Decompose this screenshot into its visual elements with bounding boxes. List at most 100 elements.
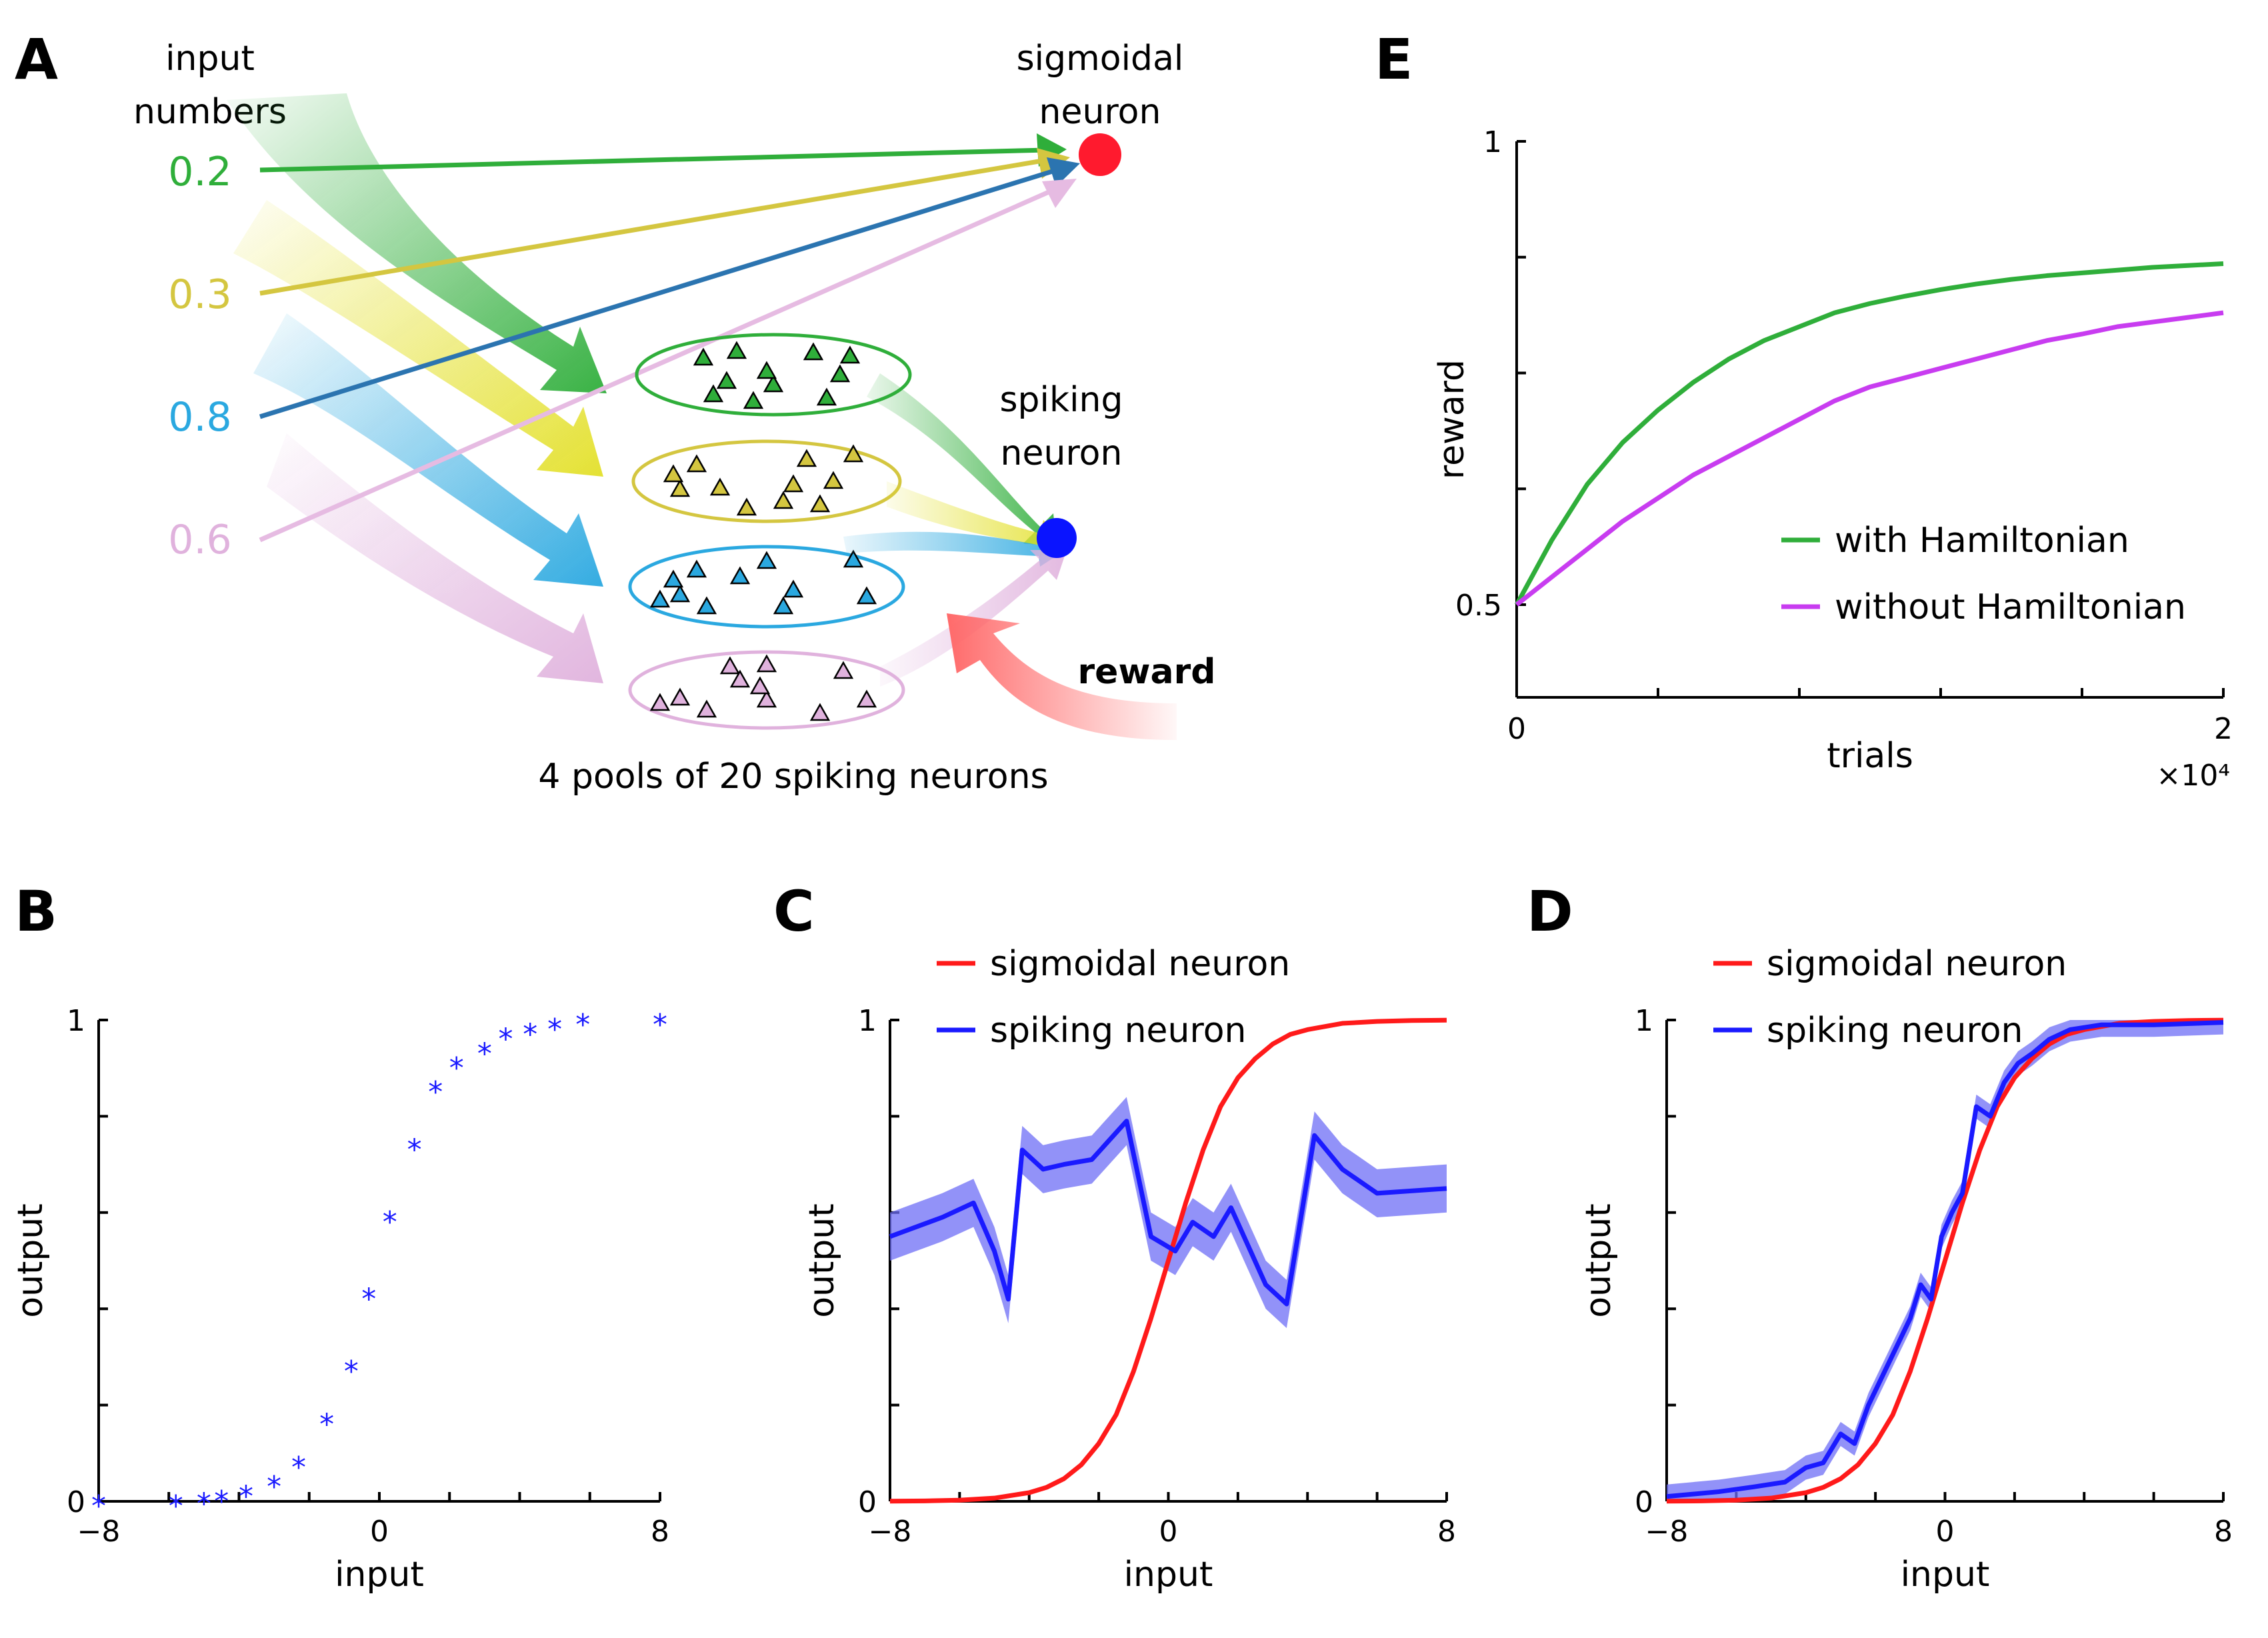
x-axis-label: input — [335, 1555, 424, 1595]
pool-neuron-icon — [823, 471, 844, 489]
pool-neuron-icon — [669, 687, 691, 706]
chart-e: 0.5 1 0 2 ×10⁴ trials reward with Hamiltonian wi… — [1432, 125, 2233, 793]
series-band — [890, 1097, 1447, 1329]
pool-neuron-icon — [729, 566, 751, 585]
legend-label: sigmoidal neuron — [1767, 944, 2067, 984]
y-tick-label: 1 — [67, 1004, 85, 1038]
input-value-0: 0.2 — [168, 149, 231, 195]
series-line — [1666, 1017, 2224, 1504]
x-axis-label: trials — [1827, 736, 1913, 776]
series-line — [1666, 1020, 2224, 1499]
data-point: * — [319, 1407, 334, 1441]
y-tick-label: 0 — [858, 1485, 877, 1519]
data-point: * — [449, 1051, 464, 1085]
pool-neuron-icon — [729, 669, 751, 688]
pool-neuron-icon — [709, 477, 731, 496]
input-to-sigmoid-arrows — [259, 133, 1080, 543]
pool-neuron-icon — [743, 391, 764, 409]
y-tick-label: 1 — [1483, 125, 1502, 159]
data-point: * — [477, 1037, 492, 1071]
legend-label: spiking neuron — [1767, 1011, 2023, 1051]
pool-neuron-icon — [783, 579, 804, 598]
pool-neuron-icon — [773, 491, 794, 509]
data-point: * — [91, 1489, 106, 1523]
pool-neuron-icon — [809, 703, 831, 721]
series-line — [1514, 261, 2224, 606]
pool-neuron-icon — [756, 654, 777, 673]
pool-neuron-icon — [773, 596, 794, 615]
sigmoidal-neuron-dot — [1079, 133, 1121, 176]
x-axis-label: input — [1901, 1555, 1990, 1595]
pool-neuron-icon — [756, 361, 777, 379]
series-line — [1515, 310, 2224, 607]
pool-neuron-icon — [726, 341, 747, 359]
data-point: * — [383, 1205, 397, 1239]
sigmoidal-neuron-label-2: neuron — [1039, 92, 1161, 132]
y-axis-label: output — [1579, 1203, 1619, 1318]
y-tick-label: 0.5 — [1455, 589, 1502, 623]
data-point: * — [653, 1008, 667, 1042]
data-point: * — [291, 1451, 306, 1485]
pool-neuron-icon — [843, 549, 864, 568]
x-tick-label: 8 — [1437, 1515, 1456, 1549]
panel-c-letter: C — [773, 879, 815, 944]
pool-pink — [628, 650, 905, 730]
pool-neuron-icon — [649, 693, 671, 711]
y-axis-label: output — [11, 1203, 51, 1318]
data-point: * — [575, 1008, 590, 1042]
legend-label: without Hamiltonian — [1835, 587, 2186, 627]
pool-neuron-icon — [693, 347, 714, 366]
pool-neuron-icon — [809, 494, 831, 513]
data-point: * — [344, 1355, 359, 1389]
pool-neuron-icon — [856, 586, 877, 605]
data-point: * — [239, 1480, 253, 1514]
x-tick-label: −8 — [77, 1515, 121, 1549]
data-point: * — [547, 1013, 562, 1047]
panel-e-letter: E — [1375, 27, 1413, 92]
panel-a: A input numbers sigmoidal neuron spiking… — [15, 27, 1215, 797]
x-tick-label: 0 — [1159, 1515, 1178, 1549]
x-tick-label: 2 — [2214, 712, 2233, 746]
input-numbers-label-1: input — [165, 39, 255, 79]
legend-label: spiking neuron — [990, 1011, 1247, 1051]
pool-neuron-icon — [669, 584, 691, 603]
pool-neuron-icon — [686, 454, 707, 473]
pool-neuron-icon — [843, 444, 864, 463]
spiking-neuron-dot — [1037, 518, 1077, 558]
pool-neuron-icon — [663, 569, 684, 588]
pool-neuron-icon — [686, 559, 707, 578]
y-tick-label: 1 — [858, 1004, 877, 1038]
data-point: * — [428, 1075, 443, 1109]
y-tick-label: 0 — [67, 1485, 85, 1519]
pool-neuron-icon — [756, 551, 777, 569]
x-tick-label: 0 — [1936, 1515, 1955, 1549]
data-point: * — [197, 1487, 211, 1521]
pool-neuron-icon — [669, 479, 691, 497]
x-tick-label: 8 — [2214, 1515, 2233, 1549]
x-tick-label: 0 — [1507, 712, 1526, 746]
pool-neuron-icon — [719, 656, 741, 675]
pool-neuron-icon — [763, 374, 784, 393]
panel-a-letter: A — [15, 27, 58, 92]
y-tick-label: 0 — [1635, 1485, 1653, 1519]
spiking-neuron-label-1: spiking — [999, 380, 1123, 420]
pool-neuron-icon — [696, 699, 717, 718]
pool-green — [635, 333, 912, 417]
pool-neuron-icon — [796, 449, 817, 467]
pools-caption: 4 pools of 20 spiking neurons — [538, 757, 1048, 797]
pool-neuron-icon — [856, 689, 877, 708]
x-multiplier-label: ×10⁴ — [2157, 759, 2231, 793]
y-axis-label: reward — [1432, 359, 1472, 479]
input-value-2: 0.8 — [168, 394, 231, 441]
panel-b-letter: B — [15, 879, 57, 944]
pool-neuron-icon — [829, 364, 851, 383]
data-point: * — [214, 1485, 229, 1519]
pool-neurons — [649, 341, 877, 721]
pool-neuron-icon — [783, 474, 804, 493]
pool-neuron-icon — [736, 497, 757, 516]
pool-neuron-icon — [756, 689, 777, 708]
pool-neuron-icon — [816, 387, 837, 406]
series-line — [889, 1017, 1447, 1504]
y-tick-label: 1 — [1635, 1004, 1653, 1038]
